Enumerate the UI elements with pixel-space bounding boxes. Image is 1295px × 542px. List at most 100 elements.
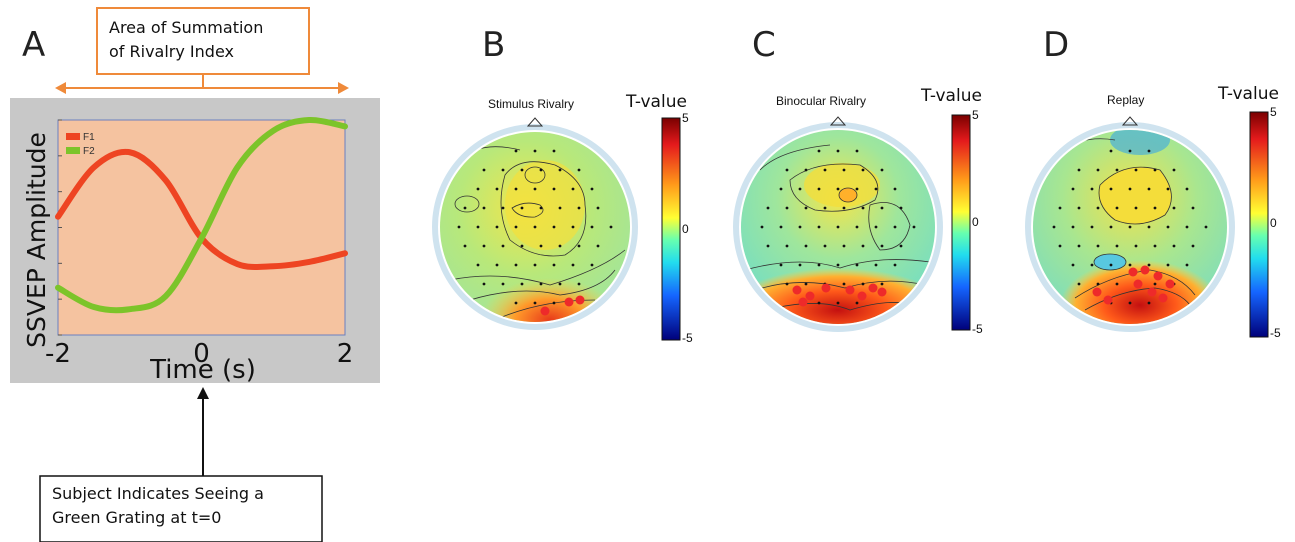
panel-letter-d: D: [1043, 25, 1070, 65]
electrode-dot: [817, 263, 821, 267]
electrode-dot: [1166, 263, 1170, 267]
electrode-dot: [1147, 263, 1151, 267]
electrode-dot: [1077, 282, 1081, 286]
electrode-dot: [501, 244, 505, 248]
electrode-dot: [836, 225, 840, 229]
legend-label-f2: F2: [83, 146, 95, 157]
electrode-dot: [1172, 168, 1176, 172]
y-axis-label: SSVEP Amplitude: [22, 132, 51, 348]
electrode-dot: [842, 206, 846, 210]
series-line-f2: [55, 116, 348, 314]
arrow-up-icon: [197, 387, 209, 399]
electrode-dot: [1134, 168, 1138, 172]
electrode-dot: [533, 149, 537, 153]
legend-label-f1: F1: [83, 132, 95, 143]
callout-top-text: Area of Summation of Rivalry Index: [109, 16, 263, 64]
panel-letter-a: A: [22, 25, 46, 65]
electrode-dot: [1153, 282, 1157, 286]
electrode-dot: [495, 263, 499, 267]
electrode-dot: [463, 206, 467, 210]
electrode-dot: [1191, 244, 1195, 248]
electrode-dot: [533, 301, 537, 305]
legend-swatch-f1: [66, 133, 80, 140]
electrode-dot: [1153, 168, 1157, 172]
significant-electrode-marker: [1133, 279, 1143, 289]
topomap-b-title: Stimulus Rivalry: [488, 97, 575, 111]
electrode-dot: [1058, 244, 1062, 248]
callout-bottom-line1: Subject Indicates Seeing a: [52, 484, 264, 503]
electrode-dot: [1147, 225, 1151, 229]
electrode-dot: [855, 225, 859, 229]
electrode-dot: [1077, 168, 1081, 172]
electrode-dot: [785, 282, 789, 286]
electrode-dot: [539, 168, 543, 172]
electrode-dot: [552, 149, 556, 153]
electrode-dot: [1071, 187, 1075, 191]
colorbar-b-title: T-value: [626, 92, 687, 112]
callout-bottom-text: Subject Indicates Seeing a Green Grating…: [52, 482, 264, 530]
colorbar-c-mid: 0: [972, 215, 979, 229]
electrode-dot: [874, 263, 878, 267]
electrode-dot: [520, 282, 524, 286]
electrode-dot: [1115, 206, 1119, 210]
electrode-dot: [520, 168, 524, 172]
electrode-dot: [482, 168, 486, 172]
electrode-dot: [817, 301, 821, 305]
electrode-dot: [861, 168, 865, 172]
electrode-dot: [785, 244, 789, 248]
colorbar-d: [1249, 111, 1269, 338]
electrode-dot: [804, 244, 808, 248]
electrode-dot: [1115, 168, 1119, 172]
electrode-dot: [1172, 206, 1176, 210]
x-axis-label: Time (s): [149, 355, 256, 385]
electrode-dot: [533, 263, 537, 267]
electrode-dot: [1185, 187, 1189, 191]
electrode-dot: [861, 244, 865, 248]
electrode-dot: [779, 187, 783, 191]
colorbar-d-max: 5: [1270, 105, 1277, 119]
electrode-dot: [1134, 206, 1138, 210]
callout-top-line2: of Rivalry Index: [109, 42, 234, 61]
electrode-dot: [1090, 187, 1094, 191]
ssvep-chart: F1 F2 -2 0 2 Time (s) SSVEP Amplitude: [22, 116, 354, 385]
electrode-dot: [1071, 263, 1075, 267]
electrode-dot: [1128, 187, 1132, 191]
electrode-dot: [463, 244, 467, 248]
callout-top-line1: Area of Summation: [109, 18, 264, 37]
electrode-dot: [552, 187, 556, 191]
topomap-b: [432, 117, 638, 330]
electrode-dot: [836, 187, 840, 191]
topomap-c-title: Binocular Rivalry: [776, 94, 867, 108]
electrode-dots: [457, 149, 1208, 316]
colorbar-d-title: T-value: [1218, 84, 1279, 104]
electrode-dot: [590, 187, 594, 191]
electrode-dot: [539, 244, 543, 248]
electrode-dot: [1128, 149, 1132, 153]
electrode-dot: [1096, 244, 1100, 248]
significant-electrode-marker: [1153, 271, 1163, 281]
electrode-dot: [501, 168, 505, 172]
electrode-dot: [558, 282, 562, 286]
significant-electrode-marker: [792, 285, 802, 295]
electrode-dot: [533, 225, 537, 229]
electrode-dot: [893, 225, 897, 229]
significant-electrode-marker: [1128, 267, 1138, 277]
electrode-dot: [501, 282, 505, 286]
electrode-dot: [1128, 301, 1132, 305]
significant-electrode-marker: [1140, 265, 1150, 275]
electrode-dot: [571, 187, 575, 191]
colorbar-c: [951, 114, 971, 331]
electrode-dot: [1153, 206, 1157, 210]
significant-electrode-marker: [845, 285, 855, 295]
electrode-dot: [590, 225, 594, 229]
colorbar-c-title: T-value: [921, 86, 982, 106]
colorbar-b-mid: 0: [682, 222, 689, 236]
electrode-dot: [514, 263, 518, 267]
callout-bottom-line2: Green Grating at t=0: [52, 508, 222, 527]
electrode-dot: [785, 206, 789, 210]
electrode-dot: [1052, 225, 1056, 229]
electrode-dot: [798, 263, 802, 267]
x-tick-label: 2: [337, 339, 354, 369]
electrode-dot: [804, 168, 808, 172]
significant-electrode-marker: [564, 297, 574, 307]
